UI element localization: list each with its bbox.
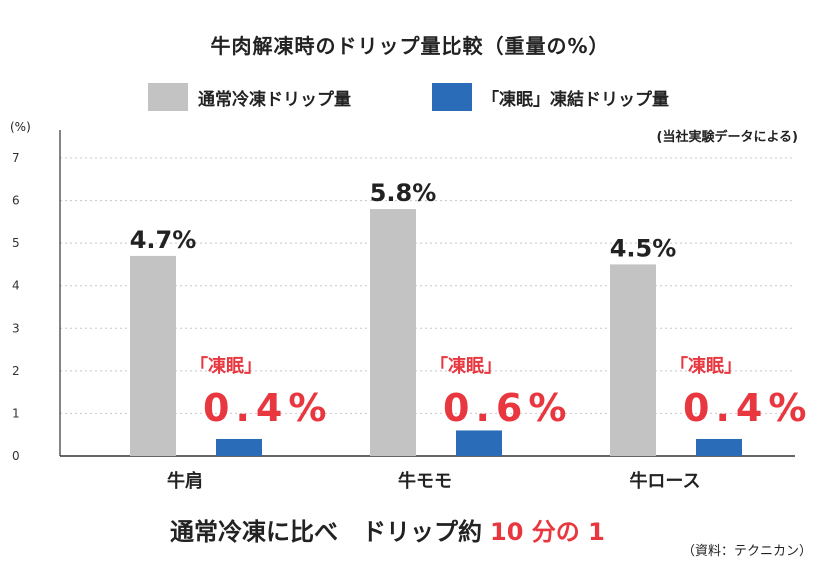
bar-normal-2 <box>610 264 656 456</box>
annotation-tomin-1: 「凍眠」 <box>430 355 502 377</box>
y-tick-label-1: 1 <box>12 406 20 420</box>
y-tick-label-3: 3 <box>12 321 20 335</box>
value-label-normal-2: 4.5% <box>610 234 677 262</box>
bar-tomin-0 <box>216 438 262 456</box>
summary-lead: 通常冷凍に比べ ドリップ約 <box>170 518 482 546</box>
legend-item-normal: 通常冷凍ドリップ量 <box>148 82 351 112</box>
bar-tomin-1 <box>456 430 502 456</box>
chart-note: (当社実験データによる) <box>656 130 799 145</box>
bar-normal-0 <box>130 255 176 456</box>
value-label-tomin-1: 0.6% <box>443 386 572 430</box>
x-tick-label-0: 牛肩 <box>167 470 203 492</box>
y-tick-label-7: 7 <box>12 151 20 165</box>
legend-item-tomin: 「凍眠」凍結ドリップ量 <box>432 82 669 112</box>
value-label-normal-1: 5.8% <box>370 179 437 207</box>
y-axis-unit: (%) <box>10 120 31 134</box>
summary-highlight: 10 分の 1 <box>490 518 605 546</box>
legend-label-tomin: 「凍眠」凍結ドリップ量 <box>482 89 669 110</box>
value-label-tomin-0: 0.4% <box>203 386 332 430</box>
annotation-tomin-0: 「凍眠」 <box>190 355 262 377</box>
bar-tomin-2 <box>696 438 742 456</box>
annotation-tomin-2: 「凍眠」 <box>670 355 742 377</box>
bar-normal-1 <box>370 209 416 456</box>
source-credit: （資料：テクニカン） <box>681 544 812 559</box>
legend-swatch-tomin <box>432 83 472 111</box>
legend-label-normal: 通常冷凍ドリップ量 <box>198 89 351 110</box>
y-tick-label-5: 5 <box>12 236 20 250</box>
summary-text: 通常冷凍に比べ ドリップ約 10 分の 1 <box>170 512 605 547</box>
value-label-tomin-2: 0.4% <box>683 386 812 430</box>
y-tick-label-0: 0 <box>12 449 20 463</box>
x-tick-label-2: 牛ロース <box>629 470 700 492</box>
y-tick-label-4: 4 <box>12 279 20 293</box>
value-label-normal-0: 4.7% <box>130 226 197 254</box>
x-tick-label-1: 牛モモ <box>398 470 452 492</box>
y-tick-label-2: 2 <box>12 364 20 378</box>
legend-swatch-normal <box>148 83 188 111</box>
chart-title: 牛肉解凍時のドリップ量比較（重量の%） <box>210 34 610 58</box>
y-tick-label-6: 6 <box>12 194 20 208</box>
